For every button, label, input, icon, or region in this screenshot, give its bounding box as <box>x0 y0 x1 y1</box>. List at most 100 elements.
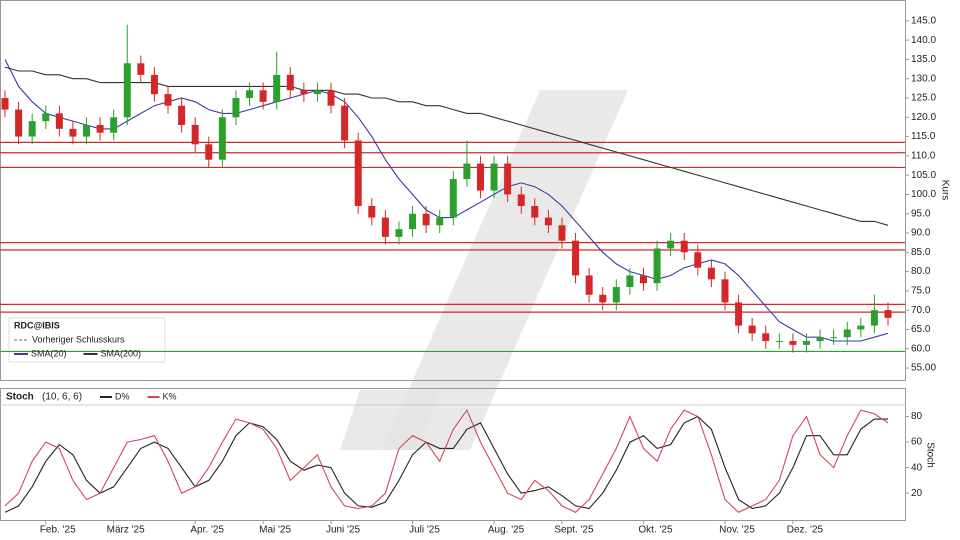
candle-body <box>246 90 254 98</box>
x-tick-label: Mai '25 <box>259 525 291 536</box>
x-tick-label: Juli '25 <box>409 525 440 536</box>
candle-body <box>748 325 756 334</box>
legend-label: D% <box>115 391 130 401</box>
y-tick-label: 135.0 <box>911 54 936 65</box>
y-axis-title: Kurs <box>939 180 950 201</box>
x-tick-label: Okt. '25 <box>638 525 673 536</box>
y-tick-label: 55.00 <box>911 363 936 374</box>
candle-body <box>300 90 308 95</box>
candle-body <box>259 90 267 102</box>
line-series <box>4 415 888 513</box>
y-tick-label: 65.0 <box>911 324 931 335</box>
candle-body <box>436 217 444 226</box>
candle-body <box>69 128 77 137</box>
candle-body <box>531 206 539 218</box>
candle-body <box>354 140 362 207</box>
y-tick-label: 75.0 <box>911 286 931 297</box>
candle-body <box>463 163 471 180</box>
y-tick-label: 70.0 <box>911 305 931 316</box>
panel-title: Stoch <box>6 392 34 403</box>
y-tick-label: 145.0 <box>911 15 936 26</box>
candle-body <box>694 252 702 268</box>
candle-body <box>422 213 430 226</box>
line-series <box>4 59 889 342</box>
candle-body <box>191 124 199 145</box>
candle-body <box>653 248 661 284</box>
x-tick-label: Dez. '25 <box>787 525 824 536</box>
watermark <box>382 90 628 450</box>
candle-body <box>218 117 226 160</box>
candle-body <box>517 194 525 207</box>
y-tick-label: 20 <box>911 488 923 499</box>
candle-body <box>735 302 743 326</box>
candle-body <box>544 217 552 226</box>
candle-body <box>490 163 498 191</box>
candle-body <box>884 310 892 318</box>
candle-body <box>612 287 620 303</box>
y-tick-label: 60 <box>911 437 923 448</box>
candle-body <box>504 163 512 195</box>
candle-body <box>802 341 810 345</box>
y-tick-label: 90.0 <box>911 228 931 239</box>
candle-body <box>83 124 91 137</box>
candle-body <box>110 117 118 133</box>
candle-body <box>775 341 783 343</box>
y-tick-label: 40 <box>911 462 923 473</box>
candle-body <box>28 121 36 137</box>
line-series <box>4 408 889 513</box>
candle-body <box>395 229 403 237</box>
candle-body <box>585 275 593 295</box>
panel-subtitle: (10, 6, 6) <box>42 392 82 403</box>
candle-body <box>449 179 457 218</box>
y-tick-label: 95.0 <box>911 208 931 219</box>
candle-body <box>639 275 647 284</box>
candle-body <box>843 329 851 338</box>
x-tick-label: Aug. '25 <box>488 525 525 536</box>
y-tick-label: 80 <box>911 411 923 422</box>
candle-body <box>857 325 865 330</box>
candle-body <box>409 213 417 230</box>
candle-body <box>572 240 580 276</box>
legend-label: K% <box>163 391 177 401</box>
candle-body <box>137 63 145 75</box>
candle-body <box>313 90 321 95</box>
y-tick-label: 120.0 <box>911 112 936 123</box>
x-tick-label: März '25 <box>107 525 145 536</box>
candle-body <box>368 206 376 218</box>
candle-body <box>680 240 688 253</box>
y-tick-label: 130.0 <box>911 73 936 84</box>
y-tick-label: 100.0 <box>911 189 936 200</box>
candle-body <box>15 109 23 137</box>
candle-body <box>721 279 729 303</box>
candle-body <box>150 74 158 95</box>
y-tick-label: 85.0 <box>911 247 931 258</box>
legend-label: SMA(200) <box>101 348 142 358</box>
candle-body <box>273 74 281 102</box>
legend-title: RDC@IBIS <box>14 320 60 330</box>
candle-body <box>816 337 824 342</box>
candle-body <box>164 94 172 106</box>
candle-body <box>341 105 349 141</box>
x-tick-label: Nov. '25 <box>719 525 755 536</box>
y-tick-label: 60.0 <box>911 343 931 354</box>
candle-body <box>476 163 484 191</box>
stoch-frame <box>0 388 906 521</box>
candle-body <box>599 294 607 303</box>
candle-body <box>707 267 715 280</box>
x-tick-label: Feb. '25 <box>40 525 76 536</box>
y-tick-label: 80.0 <box>911 266 931 277</box>
candle-body <box>762 333 770 342</box>
x-tick-label: Juni '25 <box>326 525 361 536</box>
candle-body <box>381 217 389 237</box>
y-tick-label: 115.0 <box>911 131 936 142</box>
candle-body <box>42 113 50 122</box>
candle-body <box>830 337 838 339</box>
price-frame <box>0 0 906 381</box>
y-axis-title: Stoch <box>924 442 935 468</box>
candle-body <box>870 310 878 326</box>
candle-body <box>96 124 104 133</box>
candle-body <box>789 341 797 345</box>
candle-body <box>626 275 634 288</box>
x-tick-label: Apr. '25 <box>190 525 224 536</box>
